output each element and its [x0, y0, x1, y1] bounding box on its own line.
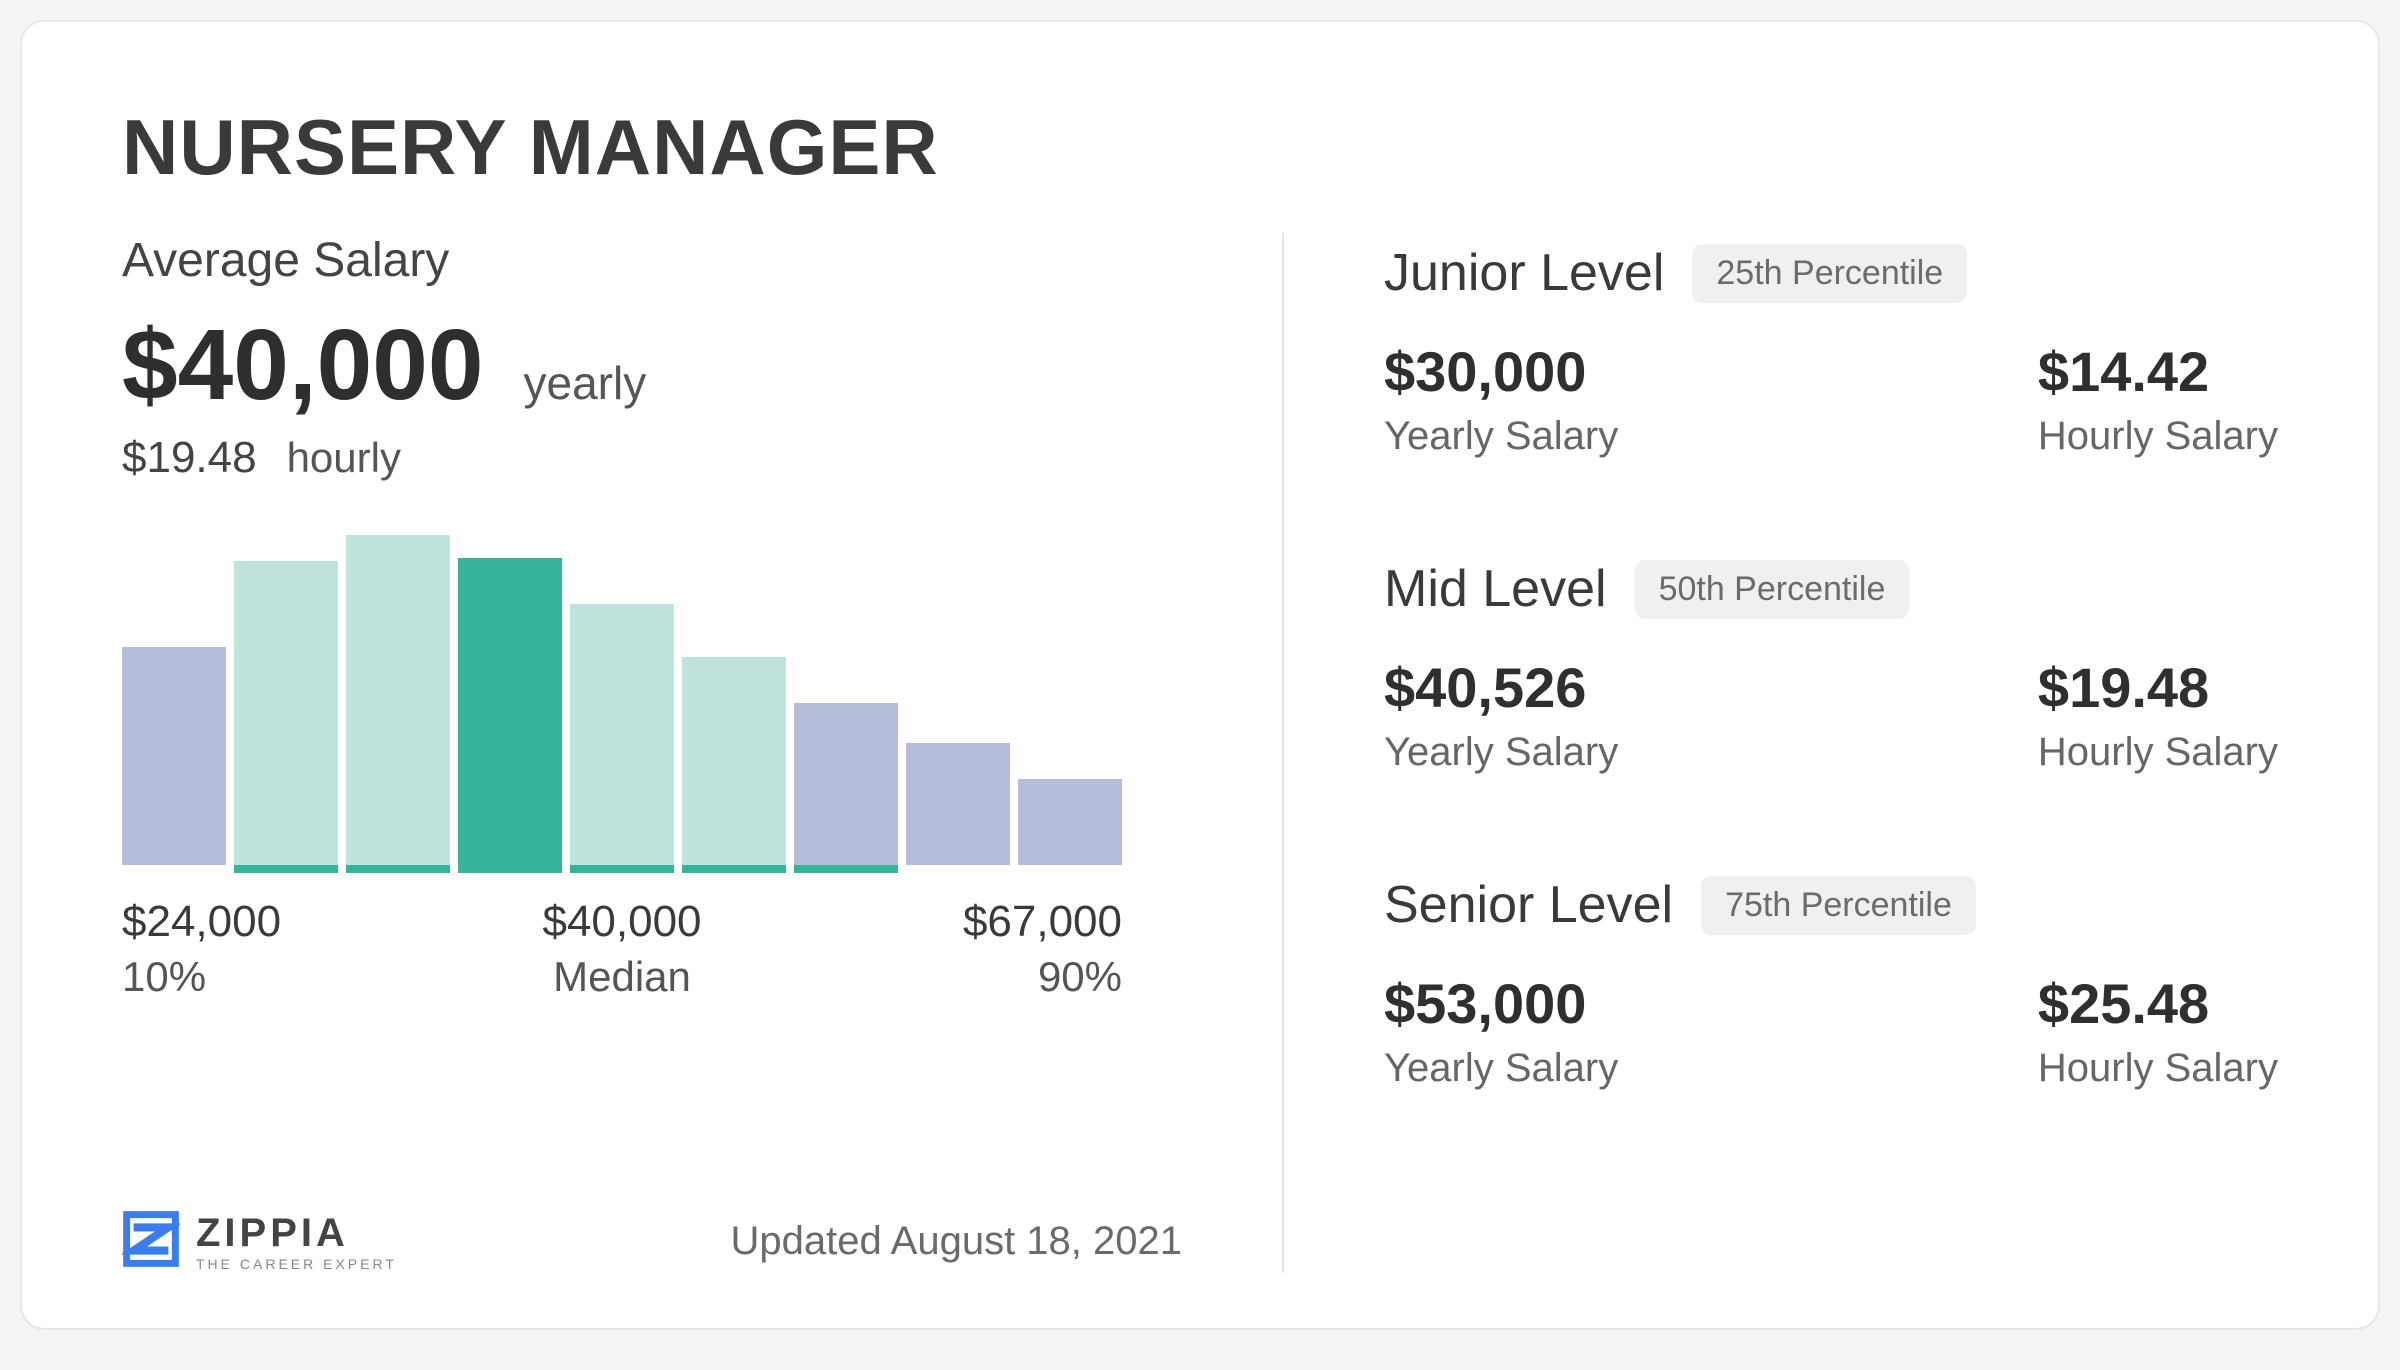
page-title: NURSERY MANAGER: [122, 102, 2278, 193]
chart-bars: [122, 543, 1122, 873]
hourly-salary-label: Hourly Salary: [2038, 414, 2278, 459]
chart-bar-rect: [794, 703, 898, 865]
yearly-salary-label: Yearly Salary: [1384, 1046, 1618, 1091]
axis-left-label: 10%: [122, 953, 206, 1001]
axis-right-label: 90%: [1038, 953, 1122, 1001]
yearly-block: $30,000 Yearly Salary: [1384, 339, 1618, 459]
chart-bar-rect: [122, 647, 226, 865]
updated-date: Updated August 18, 2021: [731, 1219, 1182, 1264]
percentile-pill: 75th Percentile: [1701, 876, 1976, 935]
logo-name: ZIPPIA: [196, 1213, 397, 1253]
level-block: Mid Level 50th Percentile $40,526 Yearly Sa…: [1384, 559, 2278, 775]
chart-bar: [346, 535, 450, 873]
chart-bar-underline: [234, 865, 338, 873]
chart-bar-underline: [570, 865, 674, 873]
yearly-amount: $40,000: [122, 308, 483, 423]
salary-card: NURSERY MANAGER Average Salary $40,000 y…: [20, 20, 2380, 1330]
yearly-salary-value: $40,526: [1384, 655, 1618, 720]
level-values: $30,000 Yearly Salary $14.42 Hourly Salary: [1384, 339, 2278, 459]
yearly-row: $40,000 yearly: [122, 308, 1222, 423]
hourly-salary-value: $14.42: [2038, 339, 2278, 404]
logo-tagline: THE CAREER EXPERT: [196, 1257, 397, 1271]
chart-axis: $24,000 10% $40,000 Median $67,000 90%: [122, 897, 1122, 1001]
axis-center: $40,000 Median: [542, 897, 701, 1001]
axis-center-value: $40,000: [542, 897, 701, 947]
axis-center-label: Median: [553, 953, 691, 1001]
hourly-label: hourly: [287, 434, 401, 482]
zippia-logo-icon: [122, 1210, 180, 1273]
chart-bar-rect: [906, 743, 1010, 865]
right-panel: Junior Level 25th Percentile $30,000 Yearly…: [1284, 233, 2278, 1273]
hourly-salary-label: Hourly Salary: [2038, 730, 2278, 775]
percentile-pill: 50th Percentile: [1635, 560, 1910, 619]
level-block: Junior Level 25th Percentile $30,000 Yearly…: [1384, 243, 2278, 459]
level-values: $40,526 Yearly Salary $19.48 Hourly Salary: [1384, 655, 2278, 775]
chart-bar-underline: [1018, 865, 1122, 873]
level-name: Senior Level: [1384, 875, 1673, 935]
chart-bar: [234, 561, 338, 873]
hourly-block: $19.48 Hourly Salary: [2038, 655, 2278, 775]
hourly-amount: $19.48: [122, 433, 257, 483]
chart-bar-underline: [346, 865, 450, 873]
yearly-salary-label: Yearly Salary: [1384, 414, 1618, 459]
level-name: Junior Level: [1384, 243, 1664, 303]
hourly-salary-label: Hourly Salary: [2038, 1046, 2278, 1091]
chart-bar: [458, 558, 562, 873]
level-head: Senior Level 75th Percentile: [1384, 875, 2278, 935]
chart-bar-underline: [122, 865, 226, 873]
chart-bar-rect: [458, 558, 562, 865]
chart-bar-rect: [682, 657, 786, 865]
axis-left-value: $24,000: [122, 897, 281, 947]
axis-right-value: $67,000: [963, 897, 1122, 947]
distribution-chart: $24,000 10% $40,000 Median $67,000 90%: [122, 543, 1122, 1001]
zippia-logo-text: ZIPPIA THE CAREER EXPERT: [196, 1213, 397, 1271]
chart-bar: [794, 703, 898, 873]
axis-right: $67,000 90%: [963, 897, 1122, 1001]
hourly-salary-value: $25.48: [2038, 971, 2278, 1036]
yearly-salary-label: Yearly Salary: [1384, 730, 1618, 775]
chart-bar-rect: [570, 604, 674, 865]
percentile-pill: 25th Percentile: [1692, 244, 1967, 303]
chart-bar-rect: [234, 561, 338, 865]
yearly-label: yearly: [523, 356, 646, 410]
hourly-row: $19.48 hourly: [122, 433, 1222, 483]
level-head: Mid Level 50th Percentile: [1384, 559, 2278, 619]
level-name: Mid Level: [1384, 559, 1607, 619]
level-block: Senior Level 75th Percentile $53,000 Yearly…: [1384, 875, 2278, 1091]
chart-bar-underline: [458, 865, 562, 873]
zippia-logo: ZIPPIA THE CAREER EXPERT: [122, 1210, 397, 1273]
level-values: $53,000 Yearly Salary $25.48 Hourly Salary: [1384, 971, 2278, 1091]
chart-bar-underline: [794, 865, 898, 873]
left-footer: ZIPPIA THE CAREER EXPERT Updated August …: [122, 1210, 1182, 1273]
yearly-block: $53,000 Yearly Salary: [1384, 971, 1618, 1091]
chart-bar-rect: [346, 535, 450, 865]
chart-bar-underline: [906, 865, 1010, 873]
chart-bar-rect: [1018, 779, 1122, 865]
level-head: Junior Level 25th Percentile: [1384, 243, 2278, 303]
chart-bar-underline: [682, 865, 786, 873]
chart-bar: [122, 647, 226, 873]
chart-bar: [1018, 779, 1122, 873]
average-salary-label: Average Salary: [122, 233, 1222, 288]
axis-left: $24,000 10%: [122, 897, 281, 1001]
card-body: Average Salary $40,000 yearly $19.48 hou…: [122, 233, 2278, 1273]
hourly-block: $25.48 Hourly Salary: [2038, 971, 2278, 1091]
chart-bar: [570, 604, 674, 873]
chart-bar: [906, 743, 1010, 873]
yearly-block: $40,526 Yearly Salary: [1384, 655, 1618, 775]
chart-bar: [682, 657, 786, 873]
yearly-salary-value: $53,000: [1384, 971, 1618, 1036]
hourly-block: $14.42 Hourly Salary: [2038, 339, 2278, 459]
left-panel: Average Salary $40,000 yearly $19.48 hou…: [122, 233, 1282, 1273]
yearly-salary-value: $30,000: [1384, 339, 1618, 404]
hourly-salary-value: $19.48: [2038, 655, 2278, 720]
